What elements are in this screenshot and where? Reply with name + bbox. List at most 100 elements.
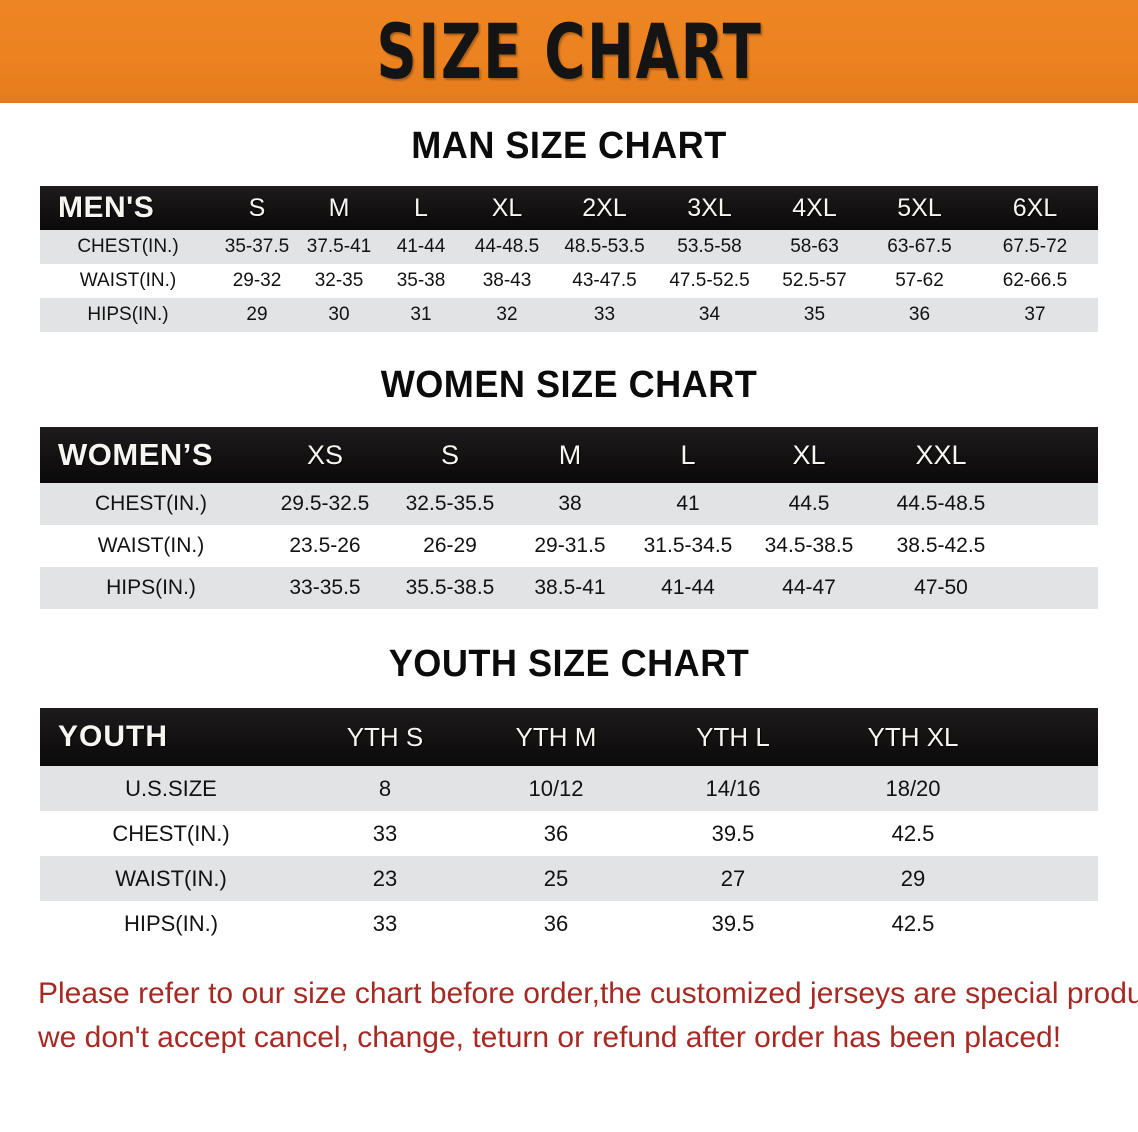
women-size-table: WOMEN’S XS S M L XL XXL CHEST(IN.) 29.5-… bbox=[40, 427, 1098, 609]
man-col-header-xl: XL bbox=[491, 193, 523, 222]
disclaimer-line-1: Please refer to our size chart before or… bbox=[38, 977, 1138, 1010]
women-chest-s: 32.5-35.5 bbox=[405, 492, 495, 515]
youth-col-header-empty bbox=[1004, 708, 1098, 766]
youth-corner-label: YOUTH bbox=[58, 720, 168, 753]
women-waist-m: 29-31.5 bbox=[534, 534, 606, 557]
man-hips-2xl: 33 bbox=[593, 304, 616, 325]
youth-section-title: YOUTH SIZE CHART bbox=[388, 643, 750, 685]
youth-col-header-l: YTH L bbox=[696, 721, 770, 752]
table-row: HIPS(IN.) 33-35.5 35.5-38.5 38.5-41 41-4… bbox=[40, 567, 1098, 609]
man-size-chart-container: MEN'S S M L XL 2XL 3XL 4XL 5XL 6XL CHEST… bbox=[40, 186, 1098, 332]
youth-hips-l: 39.5 bbox=[711, 910, 755, 936]
man-hips-4xl: 35 bbox=[803, 304, 826, 325]
women-corner-label: WOMEN’S bbox=[58, 437, 214, 472]
youth-hips-m: 36 bbox=[543, 910, 569, 936]
youth-hips-xl: 42.5 bbox=[891, 910, 935, 936]
youth-row-label-hips: HIPS(IN.) bbox=[123, 910, 219, 936]
man-waist-s: 29-32 bbox=[232, 270, 282, 291]
man-waist-6xl: 62-66.5 bbox=[1002, 270, 1068, 291]
man-chest-m: 37.5-41 bbox=[306, 236, 372, 257]
man-corner-label: MEN'S bbox=[58, 191, 155, 224]
man-row-label-hips: HIPS(IN.) bbox=[87, 304, 169, 325]
youth-col-header-s: YTH S bbox=[346, 721, 424, 752]
man-waist-5xl: 57-62 bbox=[895, 270, 944, 291]
women-table-header-row: WOMEN’S XS S M L XL XXL bbox=[40, 427, 1098, 483]
women-chest-xxl: 44.5-48.5 bbox=[896, 492, 986, 515]
man-chest-l: 41-44 bbox=[396, 236, 446, 257]
women-row-label-hips: HIPS(IN.) bbox=[106, 576, 196, 599]
women-chest-m: 38 bbox=[558, 492, 582, 515]
youth-col-header-m: YTH M bbox=[515, 721, 597, 752]
man-waist-3xl: 47.5-52.5 bbox=[669, 270, 750, 291]
man-col-header-m: M bbox=[328, 193, 350, 222]
man-chest-3xl: 53.5-58 bbox=[677, 236, 742, 257]
man-row-label-waist: WAIST(IN.) bbox=[79, 270, 177, 291]
women-waist-empty bbox=[1012, 525, 1098, 567]
youth-row-label-us-size: U.S.SIZE bbox=[125, 775, 217, 801]
youth-hips-s: 33 bbox=[372, 910, 398, 936]
man-hips-xl: 32 bbox=[496, 304, 518, 325]
youth-chest-l: 39.5 bbox=[711, 820, 755, 846]
page-banner: SIZE CHART bbox=[0, 0, 1138, 103]
women-chest-l: 41 bbox=[676, 492, 700, 515]
women-waist-l: 31.5-34.5 bbox=[643, 534, 733, 557]
youth-row-label-chest: CHEST(IN.) bbox=[112, 820, 230, 846]
table-row: WAIST(IN.) 23.5-26 26-29 29-31.5 31.5-34… bbox=[40, 525, 1098, 567]
man-col-header-2xl: 2XL bbox=[582, 193, 627, 222]
youth-waist-empty bbox=[1004, 856, 1098, 901]
man-col-header-5xl: 5XL bbox=[897, 193, 942, 222]
women-section-title: WOMEN SIZE CHART bbox=[380, 364, 758, 406]
table-row: HIPS(IN.) 29 30 31 32 33 34 35 36 37 bbox=[40, 298, 1098, 332]
man-table-header-row: MEN'S S M L XL 2XL 3XL 4XL 5XL 6XL bbox=[40, 186, 1098, 230]
man-waist-m: 32-35 bbox=[314, 270, 364, 291]
man-hips-l: 31 bbox=[410, 304, 432, 325]
man-col-header-l: L bbox=[414, 193, 428, 222]
youth-ussize-xl: 18/20 bbox=[885, 775, 941, 801]
youth-size-table: YOUTH YTH S YTH M YTH L YTH XL U.S.SIZE … bbox=[40, 708, 1098, 946]
women-col-header-empty bbox=[1012, 427, 1098, 483]
youth-table-header-row: YOUTH YTH S YTH M YTH L YTH XL bbox=[40, 708, 1098, 766]
man-chest-xl: 44-48.5 bbox=[474, 236, 540, 257]
man-hips-6xl: 37 bbox=[1024, 304, 1046, 325]
man-chest-5xl: 63-67.5 bbox=[887, 236, 952, 257]
youth-chest-m: 36 bbox=[543, 820, 569, 846]
youth-chest-empty bbox=[1004, 811, 1098, 856]
man-waist-l: 35-38 bbox=[396, 270, 446, 291]
youth-ussize-m: 10/12 bbox=[528, 775, 584, 801]
women-col-header-l: L bbox=[680, 439, 696, 470]
youth-waist-s: 23 bbox=[372, 865, 398, 891]
man-col-header-6xl: 6XL bbox=[1012, 193, 1058, 222]
women-hips-l: 41-44 bbox=[661, 576, 715, 599]
man-col-header-3xl: 3XL bbox=[687, 193, 732, 222]
page-title: SIZE CHART bbox=[375, 6, 763, 96]
youth-col-header-xl: YTH XL bbox=[867, 721, 959, 752]
man-hips-3xl: 34 bbox=[698, 304, 721, 325]
disclaimer-line-2: we don't accept cancel, change, teturn o… bbox=[38, 1021, 1062, 1054]
youth-chest-xl: 42.5 bbox=[891, 820, 935, 846]
women-waist-xs: 23.5-26 bbox=[289, 534, 361, 557]
table-row: CHEST(IN.) 35-37.5 37.5-41 41-44 44-48.5… bbox=[40, 230, 1098, 264]
man-waist-4xl: 52.5-57 bbox=[782, 270, 847, 291]
women-col-header-xs: XS bbox=[306, 439, 344, 470]
women-hips-xl: 44-47 bbox=[782, 576, 836, 599]
women-chest-xs: 29.5-32.5 bbox=[280, 492, 370, 515]
disclaimer-text: Please refer to our size chart before or… bbox=[38, 972, 1138, 1060]
women-chest-empty bbox=[1012, 483, 1098, 525]
women-hips-xxl: 47-50 bbox=[914, 576, 968, 599]
women-waist-xl: 34.5-38.5 bbox=[764, 534, 854, 557]
table-row: CHEST(IN.) 33 36 39.5 42.5 bbox=[40, 811, 1098, 856]
man-hips-m: 30 bbox=[328, 304, 350, 325]
women-waist-xxl: 38.5-42.5 bbox=[896, 534, 986, 557]
women-hips-xs: 33-35.5 bbox=[289, 576, 361, 599]
man-row-label-chest: CHEST(IN.) bbox=[77, 236, 179, 257]
man-col-header-s: S bbox=[248, 193, 266, 222]
youth-ussize-s: 8 bbox=[378, 775, 392, 801]
man-chest-s: 35-37.5 bbox=[224, 236, 290, 257]
women-col-header-m: M bbox=[558, 439, 582, 470]
youth-size-chart-container: YOUTH YTH S YTH M YTH L YTH XL U.S.SIZE … bbox=[40, 708, 1098, 946]
women-col-header-s: S bbox=[440, 439, 459, 470]
youth-chest-s: 33 bbox=[372, 820, 398, 846]
man-hips-5xl: 36 bbox=[908, 304, 931, 325]
man-waist-xl: 38-43 bbox=[482, 270, 532, 291]
youth-row-label-waist: WAIST(IN.) bbox=[115, 865, 227, 891]
